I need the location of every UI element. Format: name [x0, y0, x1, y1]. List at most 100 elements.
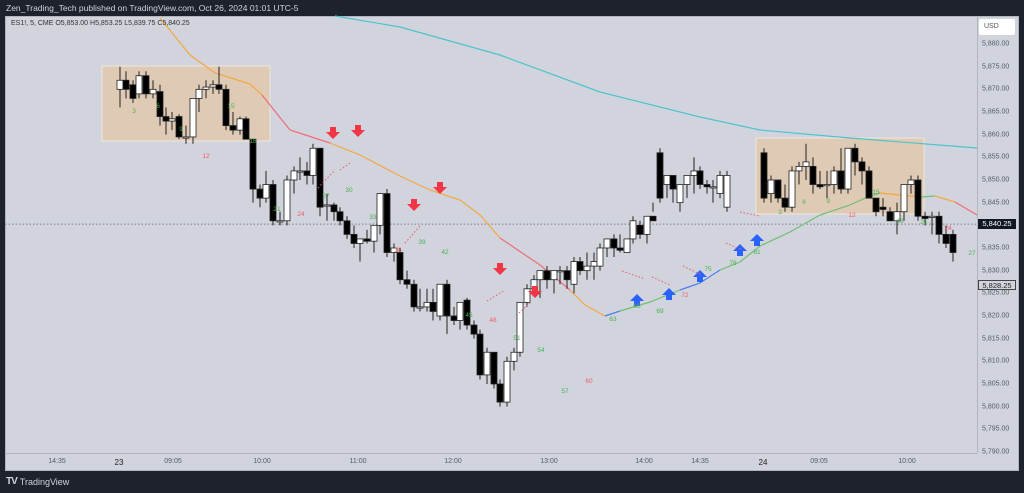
- candle: [583, 265, 591, 272]
- candle: [356, 238, 364, 244]
- count-label: 21: [273, 206, 281, 213]
- candle: [760, 152, 768, 199]
- candle: [823, 184, 831, 187]
- price-tick-label: 5,810.00: [982, 357, 1010, 365]
- count-label: 27: [968, 250, 976, 257]
- time-tick-label: 11:00: [349, 458, 367, 465]
- count-label: 12: [848, 212, 856, 219]
- candle: [242, 118, 250, 140]
- candle: [336, 211, 344, 222]
- candle: [236, 118, 244, 131]
- candle: [330, 204, 338, 213]
- long-moving-average: [334, 15, 978, 149]
- ohlc-legend: ES1!, 5, CME O5,853.00 H5,853.25 L5,839.…: [11, 20, 190, 27]
- candle: [423, 301, 431, 308]
- count-label: 42: [441, 249, 449, 256]
- price-tick-label: 5,870.00: [982, 85, 1010, 93]
- count-label: 36: [394, 247, 402, 254]
- candle: [182, 136, 190, 139]
- price-tick-label: 5,860.00: [982, 131, 1010, 139]
- price-axis[interactable]: [977, 16, 1020, 453]
- count-label: 48: [489, 317, 497, 324]
- candle: [942, 233, 950, 244]
- brand-label: TradingView: [19, 476, 70, 487]
- candle: [616, 247, 624, 251]
- price-tick-label: 5,805.00: [982, 380, 1010, 388]
- candle: [723, 175, 731, 208]
- candle: [858, 161, 866, 172]
- candle: [149, 88, 157, 95]
- candle: [296, 170, 304, 173]
- count-label: 6: [802, 199, 806, 206]
- candle: [623, 238, 631, 253]
- candle: [249, 138, 257, 190]
- candle: [550, 270, 558, 281]
- candle: [844, 147, 852, 190]
- price-tick-label: 5,825.00: [982, 289, 1010, 297]
- candle: [523, 288, 531, 303]
- time-tick-label: 23: [114, 458, 124, 467]
- time-axis[interactable]: 14:35 23 09:05 10:00 11:00 12:00 13:00 14:00 14:…: [5, 453, 977, 472]
- current-price-tag: 5,840.25: [978, 219, 1016, 230]
- count-label: 66: [633, 303, 641, 310]
- candle: [683, 175, 691, 185]
- count-label: 24: [297, 211, 305, 218]
- count-label: 18: [249, 138, 257, 145]
- candle: [767, 179, 775, 194]
- currency-button[interactable]: USD: [979, 19, 1015, 35]
- candle: [872, 197, 880, 213]
- low-value: L5,839.75: [124, 20, 156, 27]
- candle: [483, 351, 491, 376]
- candle: [209, 84, 217, 88]
- candle: [851, 147, 859, 163]
- tradingview-logo-icon[interactable]: TV: [6, 476, 18, 487]
- candle: [590, 261, 598, 267]
- time-tick-label: 10:00: [898, 458, 916, 465]
- high-value: H5,853.25: [90, 20, 123, 27]
- candle: [135, 75, 143, 95]
- count-label: 81: [753, 249, 761, 256]
- candle: [476, 333, 484, 376]
- buy-signal-arrow-icon: [662, 288, 676, 300]
- count-label: 78: [729, 260, 737, 267]
- candle: [283, 179, 291, 222]
- sell-signal-arrow-icon: [493, 263, 507, 275]
- sell-signal-arrow-icon: [407, 199, 421, 211]
- candle: [276, 220, 284, 223]
- candle: [122, 79, 130, 90]
- count-label: 39: [418, 239, 426, 246]
- candle: [603, 238, 611, 249]
- candle: [781, 197, 789, 208]
- publish-header: Zen_Trading_Tech published on TradingVie…: [6, 3, 299, 13]
- candle: [162, 116, 170, 122]
- candle: [456, 301, 464, 321]
- count-label: 15: [227, 103, 235, 110]
- candle: [629, 220, 637, 240]
- candle: [570, 261, 578, 285]
- candle: [928, 215, 936, 218]
- count-label: 24: [944, 225, 952, 232]
- count-label: 9: [826, 198, 830, 205]
- candle: [716, 175, 724, 194]
- time-tick-label: 09:05: [810, 458, 828, 465]
- time-tick-label: 14:00: [635, 458, 653, 465]
- candle: [669, 175, 677, 190]
- open-value: O5,853.00: [55, 20, 89, 27]
- candle: [410, 283, 418, 308]
- candle: [496, 383, 504, 403]
- count-label: 9: [179, 126, 183, 133]
- count-label: 18: [896, 218, 904, 225]
- candle: [914, 179, 922, 217]
- candle: [129, 84, 137, 99]
- close-value: C5,840.25: [157, 20, 190, 27]
- candle: [690, 170, 698, 176]
- count-label: 27: [322, 193, 330, 200]
- candle: [556, 270, 564, 273]
- candle: [703, 184, 711, 188]
- time-tick-label: 12:00: [444, 458, 462, 465]
- candle: [802, 161, 810, 167]
- candle: [436, 283, 444, 317]
- time-tick-label: 09:05: [164, 458, 182, 465]
- candle: [935, 215, 943, 235]
